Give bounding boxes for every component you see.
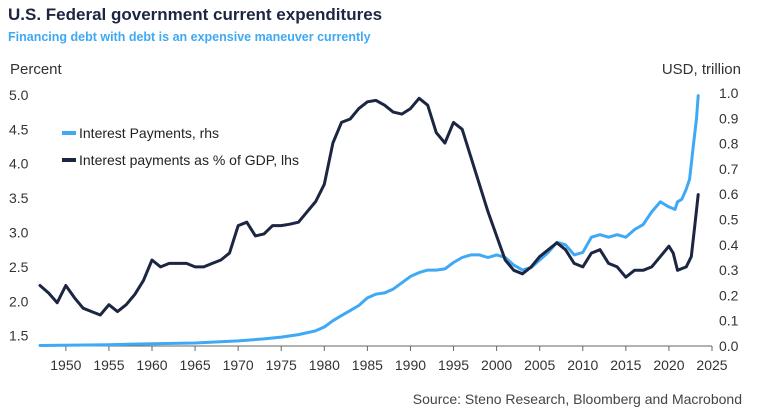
x-tick-label: 2010 xyxy=(567,357,598,373)
right-tick-label: 0.3 xyxy=(719,262,739,278)
series-line-interest-payments xyxy=(38,94,700,347)
legend-label: Interest Payments, rhs xyxy=(79,125,219,141)
left-y-axis: 1.5 2.0 2.5 3.0 3.5 4.0 4.5 5.0 xyxy=(9,87,29,344)
right-tick-label: 0.6 xyxy=(719,186,739,202)
x-tick-label: 2015 xyxy=(610,357,641,373)
x-tick-label: 1960 xyxy=(136,357,167,373)
x-tick-label: 1970 xyxy=(223,357,254,373)
left-tick-label: 2.0 xyxy=(9,293,29,309)
series-lines xyxy=(38,94,700,347)
x-tick-label: 1995 xyxy=(438,357,469,373)
right-tick-label: 0.5 xyxy=(719,212,739,228)
x-tick-label: 2020 xyxy=(653,357,684,373)
left-axis-label: Percent xyxy=(10,61,62,78)
left-tick-label: 5.0 xyxy=(9,87,29,103)
legend: Interest Payments, rhs Interest payments … xyxy=(62,125,299,168)
source-note: Source: Steno Research, Bloomberg and Ma… xyxy=(412,391,742,407)
right-axis-label: USD, trillion xyxy=(661,61,741,78)
x-tick-label: 1955 xyxy=(93,357,124,373)
left-tick-label: 4.5 xyxy=(9,121,29,137)
x-tick-label: 1965 xyxy=(179,357,210,373)
right-tick-label: 0.0 xyxy=(719,338,739,354)
x-tick-label: 2025 xyxy=(696,357,727,373)
x-tick-label: 1985 xyxy=(352,357,383,373)
chart-subtitle: Financing debt with debt is an expensive… xyxy=(8,30,371,44)
x-tick-label: 1990 xyxy=(395,357,426,373)
series-line-interest-pct-gdp xyxy=(38,96,700,317)
legend-label: Interest payments as % of GDP, lhs xyxy=(79,152,299,168)
right-tick-label: 0.9 xyxy=(719,110,739,126)
right-tick-label: 0.8 xyxy=(719,136,739,152)
x-tick-label: 1980 xyxy=(309,357,340,373)
x-tick-label: 2000 xyxy=(481,357,512,373)
x-tick-label: 2005 xyxy=(524,357,555,373)
right-tick-label: 0.7 xyxy=(719,161,739,177)
right-tick-label: 0.4 xyxy=(719,237,739,253)
right-y-axis: 0.0 0.1 0.2 0.3 0.4 0.5 0.6 0.7 0.8 0.9 1.0 xyxy=(719,85,739,354)
right-tick-label: 0.1 xyxy=(719,313,739,329)
chart-title: U.S. Federal government current expendit… xyxy=(8,5,383,24)
left-tick-label: 4.0 xyxy=(9,156,29,172)
left-tick-label: 1.5 xyxy=(9,328,29,344)
x-tick-label: 1975 xyxy=(266,357,297,373)
x-axis: 1950 1955 1960 1965 1970 1975 1980 1985 1990 1995… xyxy=(50,346,728,373)
left-tick-label: 3.0 xyxy=(9,224,29,240)
left-tick-label: 2.5 xyxy=(9,259,29,275)
x-tick-label: 1950 xyxy=(50,357,81,373)
left-tick-label: 3.5 xyxy=(9,190,29,206)
right-tick-label: 0.2 xyxy=(719,287,739,303)
right-tick-label: 1.0 xyxy=(719,85,739,101)
